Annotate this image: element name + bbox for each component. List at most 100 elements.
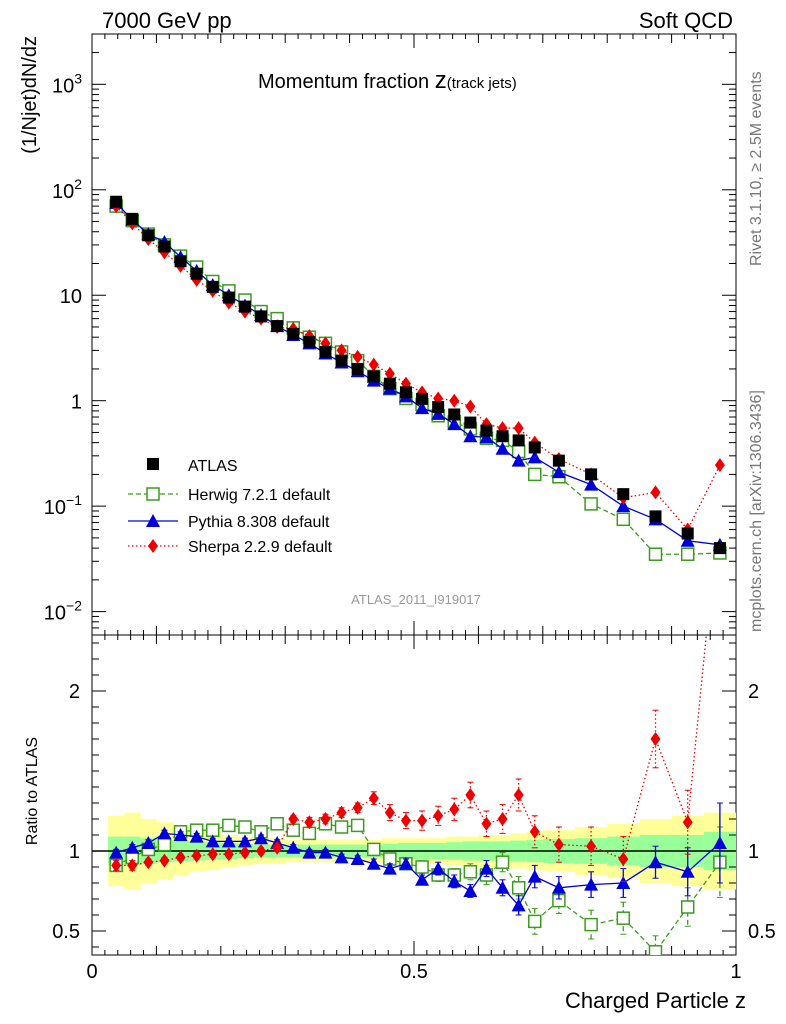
- ratio-plot-frame: [91, 634, 737, 956]
- ratio-point-pythia: [254, 831, 269, 845]
- ratio-point-sherpa: [529, 824, 540, 839]
- main-point-pythia: [511, 453, 526, 467]
- main-point-atlas: [206, 280, 219, 293]
- main-point-pythia: [551, 465, 566, 479]
- ratio-point-pythia: [398, 856, 413, 870]
- ratio-point-herwig: [495, 855, 510, 869]
- ratio-point-sherpa: [304, 815, 315, 830]
- main-point-herwig: [616, 512, 631, 527]
- main-point-atlas: [222, 291, 235, 304]
- ratio-point-pythia: [551, 880, 566, 894]
- main-point-atlas: [174, 255, 187, 268]
- ratio-point-pythia: [616, 876, 631, 889]
- ratio-point-herwig: [415, 860, 429, 874]
- ratio-y-axis-label: Ratio to ATLAS: [24, 737, 41, 845]
- main-point-atlas: [496, 430, 509, 443]
- ratio-point-pythia: [648, 855, 663, 869]
- ratio-point-sherpa: [272, 840, 283, 855]
- main-point-sherpa: [714, 458, 725, 473]
- main-point-atlas: [142, 229, 155, 242]
- ratio-point-pythia: [527, 869, 542, 883]
- main-point-sherpa: [449, 393, 460, 408]
- process-label: Soft QCD: [639, 8, 733, 33]
- ratio-point-pythia: [221, 834, 236, 848]
- ratio-point-pythia: [350, 852, 365, 865]
- main-point-atlas: [585, 468, 598, 481]
- main-point-atlas: [649, 510, 662, 523]
- ratio-point-sherpa: [288, 812, 299, 826]
- ratio-point-pythia: [382, 861, 397, 875]
- main-point-pythia: [479, 430, 494, 444]
- main-point-sherpa: [465, 399, 476, 414]
- ratio-point-herwig: [238, 820, 252, 834]
- legend-marker-herwig: [146, 487, 160, 501]
- ratio-point-sherpa: [682, 815, 693, 830]
- main-point-pythia: [447, 417, 462, 431]
- mcplots-label: mcplots.cern.ch [arXiv:1306.3436]: [748, 390, 765, 632]
- x-tick-label: 0.5: [400, 961, 428, 983]
- ratio-point-sherpa: [513, 788, 524, 802]
- main-point-atlas: [126, 212, 139, 225]
- ratio-y-tick-label: 1: [69, 841, 80, 863]
- main-point-atlas: [552, 454, 565, 467]
- ratio-point-sherpa: [239, 845, 250, 860]
- main-point-atlas: [383, 377, 396, 390]
- ratio-point-pythia: [157, 826, 172, 840]
- main-point-herwig: [648, 547, 663, 561]
- main-point-atlas: [303, 336, 316, 349]
- main-y-tick-label: 102: [52, 176, 82, 203]
- legend-label-herwig: Herwig 7.2.1 default: [188, 487, 331, 504]
- main-point-atlas: [480, 424, 493, 437]
- main-point-sherpa: [650, 485, 661, 500]
- main-point-sherpa: [384, 366, 395, 381]
- ratio-point-herwig: [584, 917, 598, 932]
- legend-label-atlas: ATLAS: [188, 458, 238, 475]
- energy-label: 7000 GeV pp: [102, 8, 232, 33]
- ratio-point-sherpa: [256, 844, 267, 858]
- ratio-point-herwig: [463, 865, 478, 879]
- ratio-point-herwig: [367, 842, 381, 857]
- legend-marker-sherpa: [148, 539, 158, 553]
- plot-title-main: Momentum fraction: [258, 71, 435, 93]
- ratio-point-herwig: [616, 911, 631, 925]
- main-point-pythia: [431, 406, 446, 420]
- analysis-id: ATLAS_2011_I919017: [351, 592, 481, 607]
- ratio-point-sherpa: [207, 847, 218, 862]
- ratio-point-sherpa: [111, 858, 122, 873]
- main-y-tick-label: 1: [71, 392, 82, 414]
- main-point-atlas: [287, 327, 300, 340]
- ratio-point-pythia: [189, 829, 204, 843]
- ratio-point-sherpa: [368, 791, 379, 806]
- ratio-point-sherpa: [336, 805, 347, 820]
- main-point-pythia: [616, 499, 631, 513]
- ratio-point-sherpa: [223, 847, 234, 862]
- main-point-atlas: [319, 345, 332, 358]
- main-point-atlas: [367, 370, 380, 383]
- ratio-point-pythia: [334, 850, 349, 864]
- ratio-point-sherpa: [159, 853, 170, 868]
- ratio-point-sherpa: [191, 848, 202, 863]
- legend-label-sherpa: Sherpa 2.2.9 default: [188, 539, 333, 556]
- main-point-pythia: [527, 450, 542, 464]
- ratio-point-herwig: [680, 900, 695, 914]
- plot-title-z: z: [435, 67, 447, 94]
- main-point-atlas: [335, 354, 348, 367]
- main-point-herwig: [584, 497, 598, 511]
- ratio-y-tick-label: 2: [69, 681, 80, 703]
- main-point-sherpa: [368, 357, 379, 372]
- ratio-series-layer: [109, 635, 727, 955]
- ratio-point-pythia: [495, 880, 510, 894]
- ratio-point-pythia: [318, 845, 333, 859]
- ratio-point-herwig: [350, 818, 365, 833]
- ratio-point-sherpa: [400, 813, 411, 828]
- ratio-point-sherpa: [127, 858, 138, 873]
- ratio-point-pythia: [173, 828, 188, 841]
- ratio-y-tick-label-right: 1: [748, 841, 759, 863]
- ratio-point-herwig: [157, 837, 172, 852]
- legend-label-pythia: Pythia 8.308 default: [188, 514, 330, 531]
- ratio-point-pythia: [584, 877, 599, 891]
- main-line-sherpa: [115, 205, 721, 531]
- main-point-pythia: [495, 441, 510, 455]
- main-point-pythia: [463, 429, 478, 443]
- ratio-point-sherpa: [417, 813, 428, 828]
